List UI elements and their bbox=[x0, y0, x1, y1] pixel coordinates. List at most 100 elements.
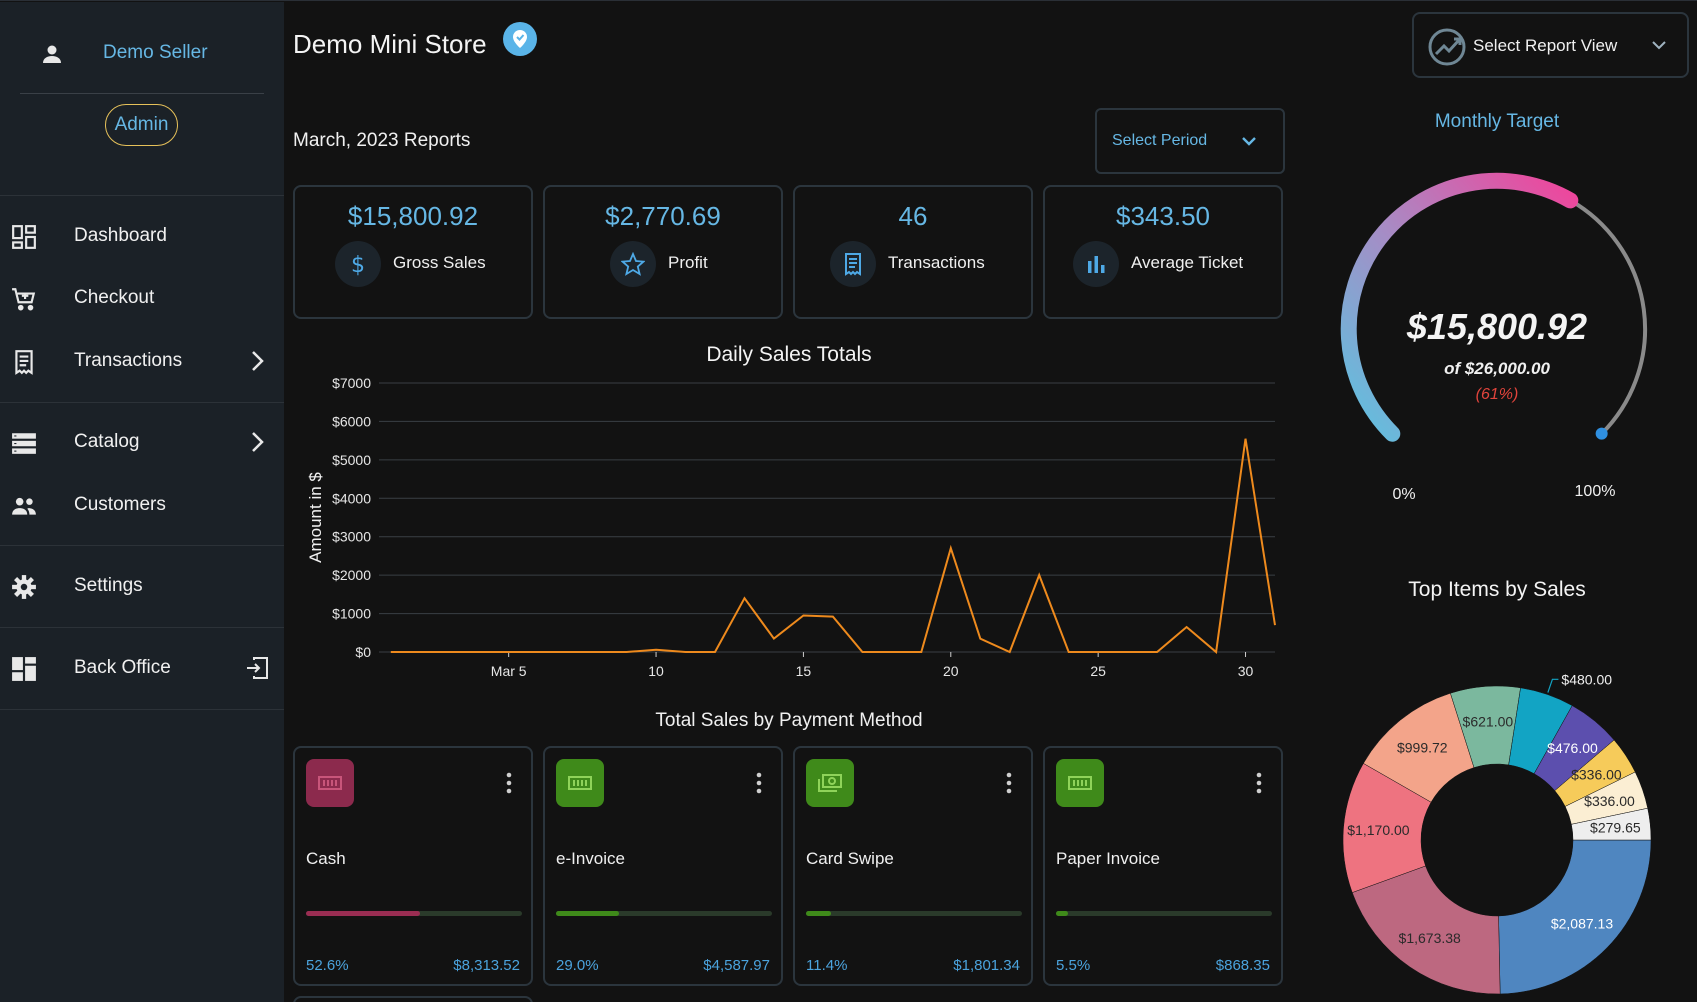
stat-card-profit: $2,770.69 Profit bbox=[543, 185, 783, 319]
top-items-title: Top Items by Sales bbox=[1408, 578, 1586, 601]
user-profile[interactable]: Demo Seller bbox=[0, 32, 284, 72]
y-tick-label: $3000 bbox=[332, 529, 371, 545]
stat-icon-wrap bbox=[1073, 241, 1119, 287]
stat-label: Average Ticket bbox=[1131, 253, 1244, 272]
donut-slice[interactable] bbox=[1351, 865, 1501, 995]
money-icon bbox=[818, 774, 842, 792]
chevron-right-icon bbox=[252, 432, 264, 452]
dashboard-icon bbox=[12, 225, 36, 249]
catalog-icon bbox=[12, 433, 36, 454]
nav-back-office[interactable]: Back Office bbox=[0, 644, 284, 692]
donut-label: $1,170.00 bbox=[1347, 822, 1409, 838]
pc-icon-wrap bbox=[1056, 759, 1104, 807]
nav-transactions[interactable]: Transactions bbox=[0, 337, 284, 385]
pc-icon-wrap bbox=[806, 759, 854, 807]
more-vert-icon[interactable] bbox=[505, 772, 513, 794]
stat-card-transactions: 46 Transactions bbox=[793, 185, 1033, 319]
payment-progress-fill bbox=[556, 911, 619, 916]
sidebar: Demo Seller Admin Dashboard Checkout Tra… bbox=[0, 2, 284, 1002]
payment-card-card-swipe[interactable]: Card Swipe 11.4% $1,801.34 bbox=[793, 746, 1033, 986]
payment-amount: $4,587.97 bbox=[703, 957, 770, 974]
donut-label: $2,087.13 bbox=[1551, 915, 1613, 931]
stat-label: Profit bbox=[668, 253, 708, 272]
sales-line bbox=[390, 438, 1276, 654]
y-tick-label: $1000 bbox=[332, 606, 371, 622]
role-badge[interactable]: Admin bbox=[105, 104, 178, 146]
gear-icon bbox=[12, 575, 36, 599]
y-tick-label: $0 bbox=[355, 644, 371, 660]
more-vert-icon[interactable] bbox=[1005, 772, 1013, 794]
donut-label: $279.65 bbox=[1590, 820, 1641, 836]
payment-percent: 52.6% bbox=[306, 957, 349, 974]
payment-name: e-Invoice bbox=[556, 849, 625, 868]
stat-label: Transactions bbox=[888, 253, 985, 272]
payment-progress-fill bbox=[306, 911, 420, 916]
divider bbox=[0, 709, 284, 710]
donut-label: $336.00 bbox=[1571, 767, 1622, 783]
nav-catalog[interactable]: Catalog bbox=[0, 418, 284, 466]
cash-icon bbox=[318, 776, 342, 790]
more-vert-icon[interactable] bbox=[1255, 772, 1263, 794]
payment-percent: 5.5% bbox=[1056, 957, 1091, 974]
nav-checkout[interactable]: Checkout bbox=[0, 274, 284, 322]
more-vert-icon[interactable] bbox=[755, 772, 763, 794]
trend-chart-icon bbox=[1428, 28, 1466, 66]
gauge-of-label: of $26,000.00 bbox=[1444, 359, 1550, 378]
divider bbox=[0, 627, 284, 628]
donut-slice[interactable] bbox=[1571, 807, 1652, 841]
donut-label: $480.00 bbox=[1561, 671, 1612, 687]
gauge-value: $15,800.92 bbox=[1406, 306, 1587, 347]
gauge-min-label: 0% bbox=[1392, 486, 1415, 503]
label-leader bbox=[1547, 678, 1559, 693]
divider bbox=[0, 195, 284, 196]
report-title: March, 2023 Reports bbox=[293, 130, 471, 151]
report-view-label: Select Report View bbox=[1473, 36, 1618, 55]
donut-label: $476.00 bbox=[1547, 740, 1598, 756]
dollar-icon: $ bbox=[351, 253, 365, 276]
report-view-select[interactable]: Select Report View bbox=[1412, 12, 1689, 78]
period-select[interactable]: Select Period bbox=[1095, 108, 1285, 174]
y-tick-label: $2000 bbox=[332, 567, 371, 583]
x-tick-label: 25 bbox=[1090, 663, 1106, 679]
nav-label: Transactions bbox=[74, 350, 183, 371]
receipt-icon bbox=[15, 350, 33, 375]
page-title: Demo Mini Store bbox=[293, 29, 487, 59]
nav-settings[interactable]: Settings bbox=[0, 562, 284, 610]
payment-progress bbox=[306, 911, 522, 916]
nav-dashboard[interactable]: Dashboard bbox=[0, 212, 284, 260]
donut-label: $1,673.38 bbox=[1399, 930, 1461, 946]
payment-progress bbox=[806, 911, 1022, 916]
cart-icon bbox=[12, 288, 36, 311]
payment-card-paper-invoice[interactable]: Paper Invoice 5.5% $868.35 bbox=[1043, 746, 1283, 986]
y-axis-label: Amount in $ bbox=[306, 472, 325, 563]
daily-sales-chart: $0 $1000 $2000 $3000 $4000 $5000 $6000 $7000 Mar… bbox=[306, 375, 1276, 679]
stat-label: Gross Sales bbox=[393, 253, 486, 272]
payment-card-e-invoice[interactable]: e-Invoice 29.0% $4,587.97 bbox=[543, 746, 783, 986]
y-tick-label: $7000 bbox=[332, 375, 371, 391]
divider bbox=[0, 402, 284, 403]
receipt-icon bbox=[845, 253, 861, 276]
payment-card-cash[interactable]: Cash 52.6% $8,313.52 bbox=[293, 746, 533, 986]
payment-percent: 11.4% bbox=[806, 957, 848, 974]
x-tick-label: 10 bbox=[648, 663, 664, 679]
target-title: Monthly Target bbox=[1434, 111, 1560, 132]
chevron-down-icon bbox=[1242, 137, 1256, 146]
nav-label: Dashboard bbox=[74, 225, 167, 246]
person-icon bbox=[43, 45, 61, 63]
payment-amount: $8,313.52 bbox=[453, 957, 520, 974]
donut-label: $336.00 bbox=[1584, 793, 1635, 809]
stat-card-average-ticket: $343.50 Average Ticket bbox=[1043, 185, 1283, 319]
payment-name: Cash bbox=[306, 849, 346, 868]
payment-card-partial[interactable] bbox=[293, 996, 533, 1002]
stat-icon-wrap: $ bbox=[335, 241, 381, 287]
payment-percent: 29.0% bbox=[556, 957, 599, 974]
svg-text:$: $ bbox=[351, 253, 365, 276]
cash-icon bbox=[568, 776, 592, 790]
nav-customers[interactable]: Customers bbox=[0, 481, 284, 529]
gauge-track bbox=[1569, 198, 1648, 436]
stat-value: 46 bbox=[898, 201, 928, 231]
y-tick-label: $6000 bbox=[332, 413, 371, 429]
donut-slice[interactable] bbox=[1498, 839, 1652, 995]
payment-progress bbox=[1056, 911, 1272, 916]
cash-icon bbox=[1068, 776, 1092, 790]
